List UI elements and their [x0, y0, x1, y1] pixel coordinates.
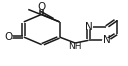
Circle shape [71, 45, 80, 49]
Circle shape [85, 25, 92, 29]
Text: N: N [103, 35, 110, 45]
Text: NH: NH [68, 42, 82, 51]
Circle shape [37, 5, 46, 9]
Circle shape [103, 38, 110, 42]
Text: O: O [38, 2, 46, 12]
Text: O: O [4, 32, 12, 42]
Circle shape [4, 35, 12, 39]
Text: N: N [85, 22, 92, 32]
